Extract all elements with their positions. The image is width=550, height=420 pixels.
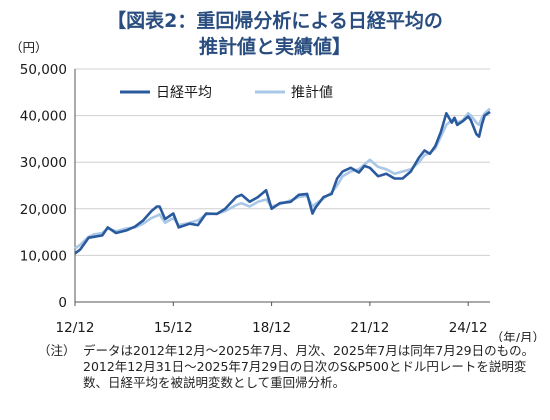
series-line-estimate: [74, 107, 491, 250]
footnote-label: （注）: [38, 343, 76, 358]
legend-label: 日経平均: [156, 85, 212, 101]
legend: 日経平均 推計値: [120, 85, 333, 101]
series-line-actual: [74, 110, 491, 255]
x-tick-label: 21/12: [350, 320, 389, 336]
x-tick-label: 12/12: [56, 320, 95, 336]
y-tick-label: 50,000: [20, 62, 67, 78]
x-tick-label: 24/12: [449, 320, 488, 336]
x-axis-unit-label: （年/月）: [491, 330, 545, 342]
y-tick-label: 10,000: [20, 248, 67, 264]
series-lines: [74, 107, 491, 255]
y-tick-label: 0: [58, 295, 67, 311]
footnote-text: データは2012年12月～2025年7月、月次、2025年7月は同年7月29日の…: [83, 343, 535, 390]
gridlines: [75, 68, 490, 256]
chart-title-line-2: 推計値と実績値】: [198, 36, 351, 58]
y-tick-label: 30,000: [20, 155, 67, 171]
chart-title: 【図表2：重回帰分析による日経平均の 推計値と実績値】: [0, 8, 550, 60]
x-tick-label: 15/12: [154, 320, 193, 336]
axes: 0 10,000 20,000 30,000 40,000 50,000 12/12 15/1…: [10, 40, 545, 342]
legend-label: 推計値: [291, 85, 333, 101]
line-chart: 0 10,000 20,000 30,000 40,000 50,000 12/12 15/1…: [10, 40, 545, 342]
x-tick-label: 18/12: [252, 320, 291, 336]
y-tick-label: 20,000: [20, 202, 67, 218]
y-axis-unit-label: （円）: [10, 40, 48, 55]
y-tick-label: 40,000: [20, 109, 67, 125]
chart-title-line-1: 【図表2：重回帰分析による日経平均の: [107, 10, 443, 32]
